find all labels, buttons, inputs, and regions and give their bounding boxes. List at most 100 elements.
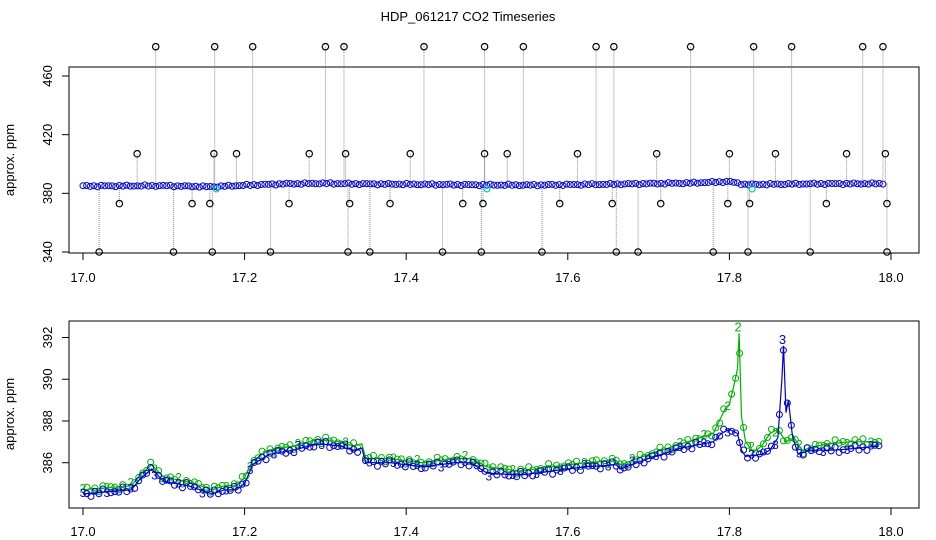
baseline-point xyxy=(824,179,832,187)
baseline-point xyxy=(763,181,771,189)
baseline-point xyxy=(835,180,843,188)
series-point xyxy=(238,473,246,481)
series-point xyxy=(775,411,783,419)
bottom-y-axis: 386 388 390 392 xyxy=(40,327,70,474)
bottom-x-axis: 17.0 17.2 17.4 17.6 17.8 18.0 xyxy=(70,507,904,539)
series-point xyxy=(95,490,103,498)
baseline-point xyxy=(181,182,189,190)
x-tick-label: 17.2 xyxy=(232,524,257,539)
series-point xyxy=(314,435,322,443)
series-point xyxy=(433,453,441,461)
x-tick-label: 17.0 xyxy=(70,524,95,539)
y-tick-label: 388 xyxy=(40,410,55,432)
series-point xyxy=(584,462,592,470)
series-point xyxy=(827,442,835,450)
series-label: 3 xyxy=(151,469,158,483)
series-point xyxy=(835,439,843,447)
y-tick-label: 420 xyxy=(40,124,55,146)
series-point xyxy=(672,444,680,452)
series-point xyxy=(549,470,557,478)
series-point xyxy=(242,479,250,487)
baseline-point xyxy=(206,182,214,190)
baseline-point xyxy=(435,181,443,189)
baseline-point xyxy=(697,179,705,187)
series-label: 2 xyxy=(390,451,397,465)
baseline-point xyxy=(839,181,847,189)
series-point xyxy=(648,450,656,458)
series-label: 2 xyxy=(772,425,779,439)
series-point xyxy=(139,471,147,479)
top-y-axis: 340 380 420 460 xyxy=(40,65,70,263)
series-point xyxy=(537,467,545,475)
baseline-point xyxy=(537,181,545,189)
series-label: 2 xyxy=(700,428,707,442)
series-point xyxy=(163,476,171,484)
series-point xyxy=(600,457,608,465)
series-point xyxy=(875,438,883,446)
series-label: 3 xyxy=(724,425,731,439)
baseline-point xyxy=(272,181,280,189)
series-point xyxy=(815,441,823,449)
baseline-point xyxy=(643,180,651,188)
series-point xyxy=(728,427,736,435)
series-point xyxy=(831,443,839,451)
outlier-point-373 xyxy=(188,199,196,208)
baseline-point xyxy=(781,181,789,189)
baseline-point xyxy=(708,177,716,185)
x-tick-label: 17.4 xyxy=(394,524,419,539)
series-point xyxy=(564,459,572,467)
baseline-point xyxy=(257,181,265,189)
baseline-point xyxy=(494,181,502,189)
series-point xyxy=(545,460,553,468)
baseline-point xyxy=(595,181,603,189)
x-tick-label: 17.6 xyxy=(555,270,580,285)
series-point xyxy=(230,480,238,488)
baseline-point xyxy=(544,181,552,189)
baseline-point xyxy=(359,180,367,188)
baseline-point xyxy=(843,179,851,187)
series-point xyxy=(302,442,310,450)
series-point xyxy=(839,438,847,446)
series-point xyxy=(576,466,584,474)
series-point xyxy=(668,448,676,456)
series-point xyxy=(732,429,740,437)
baseline-point xyxy=(653,180,661,188)
series-point xyxy=(616,466,624,474)
series-point xyxy=(266,445,274,453)
baseline-point xyxy=(170,183,178,191)
series-point xyxy=(393,461,401,469)
series-point xyxy=(159,477,167,485)
series-point xyxy=(636,450,644,458)
series-point xyxy=(847,440,855,448)
series-label: 2 xyxy=(605,457,612,471)
baseline-point xyxy=(497,181,505,189)
baseline-point xyxy=(301,179,309,187)
x-tick-label: 17.0 xyxy=(70,270,95,285)
series-label: 2 xyxy=(868,435,875,449)
series-point xyxy=(600,460,608,468)
series-point xyxy=(190,478,198,486)
series-point xyxy=(346,447,354,455)
top-baseline xyxy=(79,177,887,191)
series-label: 3 xyxy=(223,483,230,497)
baseline-point xyxy=(588,180,596,188)
baseline-point xyxy=(610,181,618,189)
outlier-point-high xyxy=(210,42,219,51)
series-label: 3 xyxy=(772,438,779,452)
outlier-point-373 xyxy=(458,199,467,208)
series-point xyxy=(155,471,163,479)
baseline-point xyxy=(603,180,611,188)
series-label: 3 xyxy=(796,447,803,461)
series-label: 3 xyxy=(557,464,564,478)
baseline-point xyxy=(646,179,654,187)
baseline-point xyxy=(795,181,803,189)
baseline-point xyxy=(141,181,149,189)
y-tick-label: 340 xyxy=(40,241,55,263)
outlier-point-407 xyxy=(771,149,780,158)
series-point xyxy=(99,482,107,490)
outlier-point-407 xyxy=(305,149,314,158)
y-tick-label: 386 xyxy=(40,452,55,474)
series-point xyxy=(720,405,728,413)
series-point xyxy=(433,458,441,466)
series-point xyxy=(815,448,823,456)
